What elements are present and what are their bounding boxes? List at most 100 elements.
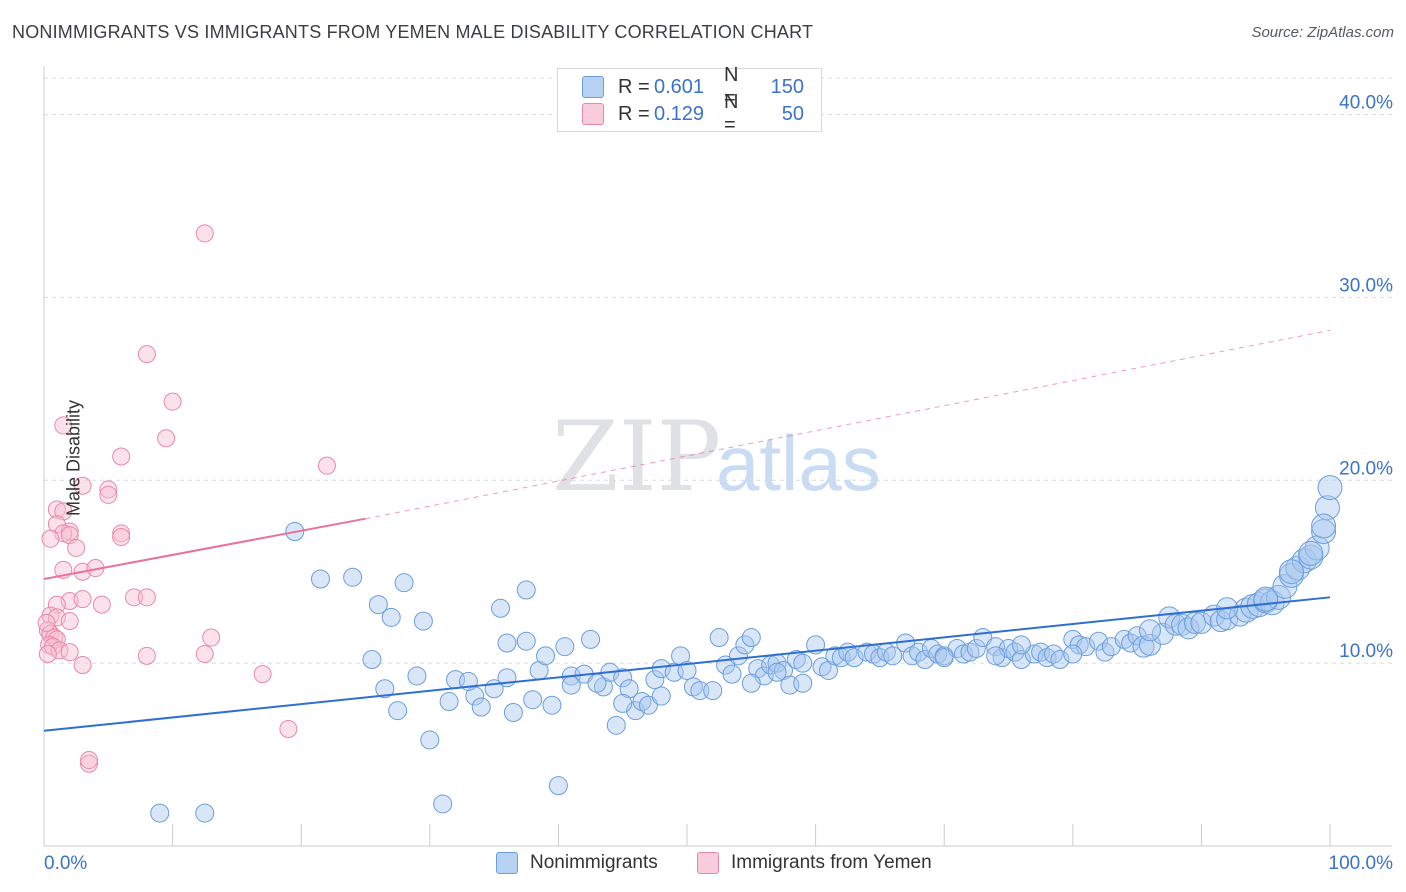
point-nonimmigrants xyxy=(683,677,703,697)
point-nonimmigrants xyxy=(793,673,813,693)
legend-label-yemen: Immigrants from Yemen xyxy=(731,852,932,873)
series-legend: Nonimmigrants Immigrants from Yemen xyxy=(0,852,1406,878)
point-nonimmigrants xyxy=(368,595,388,615)
legend-item-yemen[interactable]: Immigrants from Yemen xyxy=(697,852,932,874)
point-yemen xyxy=(47,595,66,614)
trend-lines xyxy=(43,329,1331,732)
point-nonimmigrants xyxy=(1253,586,1279,612)
point-nonimmigrants xyxy=(471,697,491,717)
legend-swatch-blue xyxy=(582,76,604,98)
point-nonimmigrants xyxy=(413,611,433,631)
point-yemen xyxy=(80,751,99,770)
y-tick-label: 10.0% xyxy=(1339,641,1393,662)
point-nonimmigrants xyxy=(825,646,845,666)
point-yemen xyxy=(253,665,272,684)
trend-line-yemen-extension xyxy=(365,329,1331,520)
legend-n-value: 150 xyxy=(770,75,804,98)
point-nonimmigrants xyxy=(375,679,395,699)
point-nonimmigrants xyxy=(677,660,697,680)
point-nonimmigrants xyxy=(606,715,626,735)
series-immigrants-yemen xyxy=(37,224,336,773)
watermark-zip: ZIP xyxy=(552,401,721,513)
trend-line-nonimmigrants xyxy=(43,596,1331,732)
point-nonimmigrants xyxy=(741,673,761,693)
point-nonimmigrants xyxy=(516,580,536,600)
point-yemen xyxy=(112,527,131,546)
point-nonimmigrants xyxy=(1011,635,1031,655)
point-nonimmigrants xyxy=(310,569,330,589)
y-tick-label: 30.0% xyxy=(1339,275,1393,296)
point-nonimmigrants xyxy=(613,668,633,688)
point-nonimmigrants xyxy=(908,642,928,662)
tick-labels: 10.0% 20.0% 30.0% 40.0% 0.0% 100.0% xyxy=(44,93,1393,874)
legend-swatch-blue xyxy=(496,852,518,874)
point-nonimmigrants xyxy=(1044,644,1064,664)
point-nonimmigrants xyxy=(934,648,954,668)
point-yemen xyxy=(92,595,111,614)
legend-r-value: 0.601 xyxy=(654,75,705,98)
point-nonimmigrants xyxy=(857,642,877,662)
point-yemen xyxy=(163,392,182,411)
y-tick-label: 20.0% xyxy=(1339,458,1393,479)
point-nonimmigrants xyxy=(986,646,1006,666)
point-nonimmigrants xyxy=(433,794,453,814)
point-yemen xyxy=(41,529,60,548)
point-nonimmigrants xyxy=(1158,606,1181,629)
point-yemen xyxy=(54,416,73,435)
point-yemen xyxy=(99,485,118,504)
point-nonimmigrants xyxy=(1138,619,1161,642)
point-yemen xyxy=(38,645,57,663)
legend-row-yemen: R = 0.129 N = 50 xyxy=(582,91,804,136)
point-yemen xyxy=(112,447,131,466)
axes xyxy=(43,66,1392,847)
point-nonimmigrants xyxy=(150,803,170,823)
point-nonimmigrants xyxy=(536,646,556,666)
legend-item-nonimmigrants[interactable]: Nonimmigrants xyxy=(496,852,658,874)
point-yemen xyxy=(137,588,156,607)
point-yemen xyxy=(195,224,214,243)
point-nonimmigrants xyxy=(928,644,948,664)
point-yemen xyxy=(73,476,92,495)
point-yemen xyxy=(73,655,92,674)
y-axis-label: Male Disability xyxy=(63,399,84,517)
point-nonimmigrants xyxy=(767,662,787,682)
point-nonimmigrants xyxy=(362,649,382,669)
point-nonimmigrants xyxy=(555,637,575,657)
point-nonimmigrants xyxy=(420,730,440,750)
legend-label-nonimmigrants: Nonimmigrants xyxy=(530,852,658,873)
point-nonimmigrants xyxy=(953,644,973,664)
point-nonimmigrants xyxy=(1024,644,1044,664)
point-nonimmigrants xyxy=(343,567,363,587)
point-nonimmigrants xyxy=(491,598,511,618)
correlation-legend: R = 0.601 N = 150 R = 0.129 N = 50 xyxy=(557,64,822,136)
x-tick-label-min: 0.0% xyxy=(44,853,87,874)
legend-swatch-pink xyxy=(582,103,604,125)
point-nonimmigrants xyxy=(915,649,935,669)
point-nonimmigrants xyxy=(786,649,806,669)
point-nonimmigrants xyxy=(439,692,459,712)
point-nonimmigrants xyxy=(1050,649,1070,669)
point-nonimmigrants xyxy=(587,673,607,693)
point-yemen xyxy=(279,719,298,738)
point-yemen xyxy=(67,538,86,557)
point-nonimmigrants xyxy=(722,664,742,684)
point-nonimmigrants xyxy=(1317,475,1343,501)
point-yemen xyxy=(47,500,66,519)
point-yemen xyxy=(125,588,144,607)
point-nonimmigrants xyxy=(645,670,665,690)
point-nonimmigrants xyxy=(703,681,723,701)
point-nonimmigrants xyxy=(735,635,755,655)
legend-n-label: N = xyxy=(724,91,739,136)
grid-lines xyxy=(44,77,1392,664)
point-nonimmigrants xyxy=(844,648,864,668)
x-tick-label-max: 100.0% xyxy=(1329,853,1394,874)
point-nonimmigrants xyxy=(1095,642,1115,662)
point-nonimmigrants xyxy=(812,657,832,677)
point-nonimmigrants xyxy=(381,607,401,627)
point-nonimmigrants xyxy=(561,675,581,695)
point-nonimmigrants xyxy=(1063,644,1083,664)
point-yemen xyxy=(137,646,156,665)
point-yemen xyxy=(99,480,118,499)
point-nonimmigrants xyxy=(407,666,427,686)
